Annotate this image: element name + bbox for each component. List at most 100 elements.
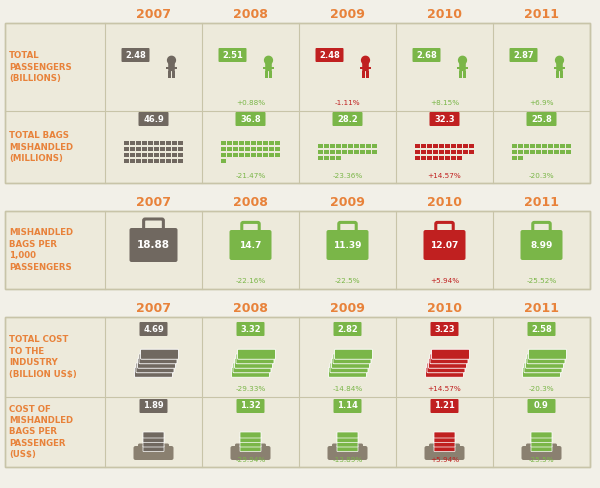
FancyBboxPatch shape [556,62,563,71]
Text: 2011: 2011 [524,196,559,208]
Bar [415,156,420,161]
Text: 2008: 2008 [233,7,268,20]
Bar [330,156,335,161]
Bar [172,153,177,158]
Bar [130,153,135,158]
Bar [245,153,250,158]
Bar [269,146,274,151]
Bar [172,71,175,78]
Bar [5,23,590,183]
FancyBboxPatch shape [265,62,272,71]
Text: 1.89: 1.89 [143,402,164,410]
FancyBboxPatch shape [529,349,566,359]
FancyBboxPatch shape [232,367,269,377]
FancyBboxPatch shape [334,399,361,413]
Bar [372,143,377,148]
Bar [560,143,565,148]
Text: 2.48: 2.48 [319,50,340,60]
FancyBboxPatch shape [431,349,470,359]
Bar [451,150,456,154]
Bar [130,159,135,163]
Circle shape [362,56,370,64]
FancyBboxPatch shape [526,358,563,368]
Bar [263,146,268,151]
Bar [263,153,268,158]
FancyBboxPatch shape [431,322,458,336]
Bar [542,150,547,154]
Bar [233,146,238,151]
FancyBboxPatch shape [134,367,173,377]
Text: -21.47%: -21.47% [235,173,266,179]
FancyBboxPatch shape [531,432,552,438]
Bar [342,150,347,154]
FancyBboxPatch shape [531,436,552,443]
Bar [548,150,553,154]
FancyBboxPatch shape [240,446,261,451]
Bar [463,71,466,78]
Bar [366,143,371,148]
Bar [421,150,426,154]
FancyBboxPatch shape [230,446,271,460]
Bar [457,156,462,161]
Circle shape [167,56,175,64]
FancyBboxPatch shape [335,349,373,359]
Bar [512,143,517,148]
Bar [554,143,559,148]
FancyBboxPatch shape [337,432,358,438]
Bar [124,141,129,145]
Bar [360,143,365,148]
Bar [148,141,153,145]
FancyBboxPatch shape [236,399,265,413]
Text: -25.52%: -25.52% [526,278,557,284]
FancyBboxPatch shape [434,432,455,438]
Bar [257,141,262,145]
Text: -1.11%: -1.11% [335,100,361,106]
Text: 32.3: 32.3 [434,115,455,123]
Bar [5,317,590,467]
Bar [257,146,262,151]
Text: COST OF
MISHANDLED
BAGS PER
PASSENGER
(US$): COST OF MISHANDLED BAGS PER PASSENGER (U… [9,405,73,459]
Text: 2.51: 2.51 [222,50,243,60]
Bar [554,150,559,154]
Bar [154,141,159,145]
Bar [512,156,517,161]
Text: 0.9: 0.9 [534,402,549,410]
Text: 8.99: 8.99 [530,241,553,249]
FancyBboxPatch shape [130,228,178,262]
Bar [245,146,250,151]
Bar [457,150,462,154]
FancyBboxPatch shape [429,444,460,452]
Bar [469,143,474,148]
Bar [566,143,571,148]
Bar [518,150,523,154]
Bar [354,150,359,154]
Bar [421,143,426,148]
Bar [257,153,262,158]
Bar [548,143,553,148]
Text: 4.69: 4.69 [143,325,164,333]
FancyBboxPatch shape [233,363,271,373]
Text: 2007: 2007 [136,196,171,208]
FancyBboxPatch shape [362,62,369,71]
Text: -29.33%: -29.33% [235,386,266,392]
FancyBboxPatch shape [527,354,565,364]
Text: -14.84%: -14.84% [332,386,362,392]
Bar [245,141,250,145]
FancyBboxPatch shape [240,436,261,443]
FancyBboxPatch shape [235,444,266,452]
FancyBboxPatch shape [413,48,440,62]
Bar [142,146,147,151]
FancyBboxPatch shape [332,444,363,452]
FancyBboxPatch shape [334,322,361,336]
Bar [518,143,523,148]
FancyBboxPatch shape [527,399,556,413]
Text: 3.32: 3.32 [240,325,261,333]
Bar [360,150,365,154]
Bar [469,150,474,154]
FancyBboxPatch shape [521,230,563,260]
FancyBboxPatch shape [121,48,149,62]
Bar [263,67,274,69]
Bar [160,153,165,158]
Bar [269,141,274,145]
Bar [433,143,438,148]
